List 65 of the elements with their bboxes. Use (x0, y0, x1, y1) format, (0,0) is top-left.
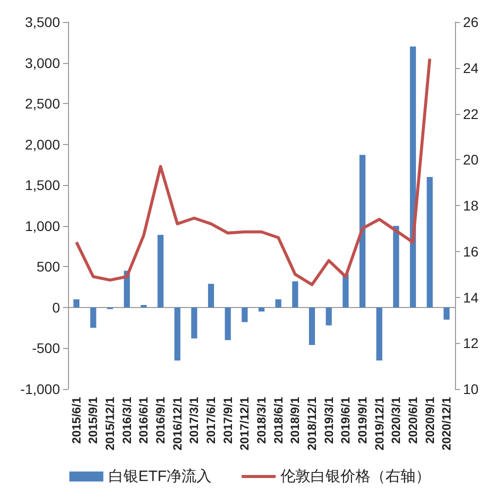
legend-label: 伦敦白银价格（右轴） (280, 468, 431, 485)
y-tick-label: 1,000 (24, 218, 60, 234)
x-tick-label: 2017/3/1 (187, 396, 202, 444)
x-tick-label: 2018/6/1 (271, 396, 286, 444)
y2-tick-label: 12 (463, 335, 479, 352)
bar (444, 307, 450, 320)
bar (393, 226, 400, 308)
x-tick-label: 2018/9/1 (288, 396, 302, 444)
x-tick-label: 2019/3/1 (322, 396, 336, 444)
x-tick-label: 2016/12/1 (170, 396, 184, 450)
line-series (74, 57, 432, 286)
x-tick-label: 2017/6/1 (204, 396, 218, 444)
bar (158, 234, 164, 308)
y2-tick-label: 26 (463, 14, 479, 30)
bar (191, 307, 198, 338)
bar (359, 154, 366, 308)
x-tick-label: 2015/12/1 (103, 396, 118, 450)
bar (426, 176, 433, 308)
bar (258, 307, 264, 312)
y2-tick-label: 14 (463, 289, 479, 306)
bar (275, 299, 282, 308)
y-tick-label: 3,500 (24, 14, 60, 30)
x-tick-label: 2015/6/1 (69, 396, 84, 444)
x-tick-label: 2018/3/1 (254, 396, 268, 444)
x-tick-label: 2017/9/1 (220, 396, 235, 444)
bar (73, 299, 80, 308)
y-tick-label: 500 (36, 258, 60, 275)
y2-tick-label: 18 (463, 198, 479, 214)
bar (376, 307, 382, 360)
x-tick-label: 2019/9/1 (355, 396, 370, 444)
x-tick-label: 2020/12/1 (440, 396, 454, 450)
y-tick-label: 1,500 (24, 177, 60, 194)
x-tick-label: 2020/3/1 (389, 396, 404, 444)
y2-tick-label: 24 (463, 60, 479, 76)
bar (174, 307, 180, 360)
x-tick-label: 2016/6/1 (136, 396, 151, 444)
y-tick-label: -1,000 (20, 381, 60, 397)
y-tick-label: 3,000 (24, 54, 60, 71)
x-tick-label: 2018/12/1 (304, 396, 319, 450)
y2-tick-label: 16 (463, 243, 479, 260)
legend-label: 白银ETF净流入 (108, 468, 212, 485)
y-tick-label: -500 (32, 340, 60, 356)
bar (308, 307, 315, 345)
bar (208, 284, 214, 308)
y-tick-label: 0 (52, 299, 60, 316)
x-tick-label: 2016/9/1 (154, 396, 168, 444)
bar (342, 274, 349, 308)
bar (292, 281, 298, 308)
bar (326, 307, 332, 326)
x-tick-label: 2016/3/1 (120, 396, 134, 444)
bar (90, 307, 96, 328)
bar (242, 307, 248, 322)
x-tick-label: 2020/6/1 (406, 396, 420, 444)
y2-tick-label: 20 (463, 152, 479, 168)
x-tick-label: 2019/6/1 (338, 396, 353, 444)
bar (224, 307, 231, 340)
bar (410, 46, 416, 308)
x-tick-label: 2015/9/1 (86, 396, 100, 444)
y-tick-label: 2,000 (24, 136, 60, 152)
y2-tick-label: 10 (463, 381, 479, 397)
y-tick-label: 2,500 (24, 96, 60, 112)
x-tick-label: 2019/12/1 (372, 396, 386, 450)
x-tick-label: 2020/9/1 (422, 396, 437, 444)
y2-tick-label: 22 (463, 106, 479, 122)
x-tick-label: 2017/12/1 (238, 396, 252, 450)
